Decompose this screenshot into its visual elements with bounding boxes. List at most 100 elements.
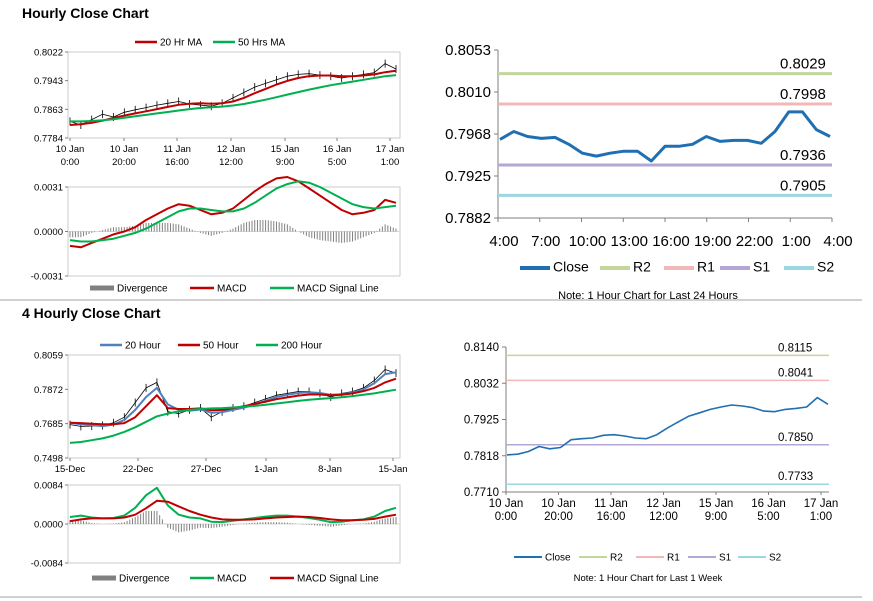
hourly_price-xtick-label: 10 Jan (110, 144, 139, 155)
week_close-xtick-label: 15 Jan (699, 498, 734, 510)
hourly_macd-series-0 (69, 176, 397, 249)
week_close-ytick-label: 0.8140 (464, 342, 499, 354)
week_close-legend-4-label: S2 (769, 553, 782, 564)
hourly_macd-ytick-label: 0.0000 (34, 227, 63, 238)
hourly_close-legend-0-label: Close (553, 259, 589, 275)
four_hourly_price-legend-2-label: 200 Hour (281, 341, 323, 352)
hourly_price-ytick-label: 0.7943 (34, 76, 63, 87)
hourly_price-xtick-label: 11 Jan (163, 144, 191, 155)
hourly_price-xtick-label: 20:00 (112, 157, 136, 168)
hourly_macd-ytick-label: -0.0031 (31, 272, 63, 283)
week_close-note: Note: 1 Hour Chart for Last 1 Week (574, 573, 723, 584)
hourly_close-level-s2-label: 0.7905 (780, 177, 826, 194)
hourly_price-series-1 (69, 69, 397, 126)
four_hourly_price-series-2 (69, 377, 397, 426)
week_close-ytick-label: 0.7925 (464, 415, 499, 427)
four_hourly_price-ytick-label: 0.7498 (34, 454, 63, 465)
four_hourly_price-plot-frame (67, 354, 401, 459)
hourly_close-xtick-label: 1:00 (782, 233, 811, 250)
hourly_close-xtick-label: 4:00 (489, 233, 518, 250)
four_hourly_macd-legend-2-label: MACD Signal Line (297, 574, 379, 585)
week_close-legend-3-label: S1 (719, 553, 732, 564)
hourly_macd-legend-1-label: MACD (217, 284, 246, 295)
hourly_price-panel: 0.8022 0.7943 0.7863 0.7784 20 Hr MA 50 Hrs M… (34, 38, 404, 169)
week_close-level-s1-label: 0.7850 (778, 432, 813, 444)
week_close-ytick-label: 0.7818 (464, 451, 499, 463)
four_hourly_price-xtick-label: 8-Jan (318, 464, 342, 475)
week_close-xtick-label: 10 Jan (489, 498, 524, 510)
four_hourly_price-xtick-label: 15-Dec (55, 464, 86, 475)
week_close-level-r2-label: 0.8115 (778, 342, 812, 354)
hourly_price-legend-1-label: 50 Hrs MA (238, 38, 286, 49)
hourly_macd-series-1 (69, 180, 397, 243)
four_hourly_price-legend-1-label: 50 Hour (203, 341, 239, 352)
week_close-legend-2-label: R1 (667, 553, 680, 564)
hourly_price-xtick-label: 16 Jan (323, 144, 352, 155)
week_close-xtick-label: 16 Jan (751, 498, 786, 510)
week_close-ytick-label: 0.8032 (464, 378, 499, 390)
hourly_price-ytick-label: 0.7863 (34, 105, 63, 116)
hourly_price-ytick-label: 0.8022 (34, 48, 63, 59)
week_close-xtick-label: 5:00 (757, 511, 779, 523)
week_close-xtick-label: 17 Jan (804, 498, 839, 510)
hourly_close-xtick-label: 13:00 (610, 233, 648, 250)
hourly_close-xtick-label: 4:00 (823, 233, 852, 250)
four_hourly_price-series-3 (69, 388, 397, 444)
four_hourly_price-panel: 0.8059 0.7872 0.7685 0.7498 20 Hour 50 Hour 20… (34, 341, 408, 476)
hourly_close-ytick-label: 0.8053 (445, 42, 491, 59)
hourly_price-xtick-label: 0:00 (61, 157, 80, 168)
hourly_close-xtick-label: 16:00 (652, 233, 690, 250)
hourly_price-xtick-label: 15 Jan (271, 144, 300, 155)
hourly_price-xtick-label: 5:00 (328, 157, 347, 168)
four_hourly_price-xtick-label: 1-Jan (254, 464, 278, 475)
four_hourly_macd-series-1 (69, 499, 397, 523)
week_close-xtick-label: 16:00 (597, 511, 626, 523)
hourly_price-xtick-label: 16:00 (165, 157, 189, 168)
hourly_close-ytick-label: 0.7968 (445, 126, 491, 143)
hourly_close-close-line (499, 110, 831, 163)
week_close-xtick-label: 0:00 (495, 511, 517, 523)
hourly_close-xtick-label: 22:00 (736, 233, 774, 250)
four_hourly_price-ytick-label: 0.7685 (34, 419, 63, 430)
four_hourly_price-ytick-label: 0.8059 (34, 351, 63, 362)
four_hourly_price-xtick-label: 15-Jan (378, 464, 407, 475)
hourly_price-xtick-label: 12 Jan (217, 144, 246, 155)
four_hourly_macd-ytick-label: -0.0084 (31, 559, 63, 570)
hourly_close-level-r2-label: 0.8029 (780, 56, 826, 73)
hourly_close-legend-4-label: S2 (817, 259, 834, 275)
hourly_price-xtick-label: 1:00 (381, 157, 400, 168)
week_close-xtick-label: 9:00 (705, 511, 727, 523)
four_hourly_price-xtick-label: 27-Dec (191, 464, 222, 475)
hourly_close-legend-1-label: R2 (633, 259, 651, 275)
hourly_close-legend-2-label: R1 (697, 259, 715, 275)
week_close-close-line (506, 396, 829, 456)
week_close-panel: 0.8140 0.8032 0.7925 0.7818 0.7710 0.8115 0.80… (464, 342, 838, 584)
hourly_price-xtick-label: 12:00 (219, 157, 243, 168)
week_close-xtick-label: 11 Jan (594, 498, 628, 510)
hourly_macd-legend-2-label: MACD Signal Line (297, 284, 379, 295)
four_hourly_macd-panel: 0.0084 0.0000 -0.0084 Divergence MACD MACD Si… (31, 481, 401, 585)
hourly_close-panel: 0.8053 0.8010 0.7968 0.7925 0.7882 0.8029 0.79… (445, 42, 852, 302)
four_hourly_macd-legend-0-label: Divergence (119, 574, 170, 585)
hourly_price-series-2 (70, 74, 397, 123)
hourly_close-ytick-label: 0.7925 (445, 168, 491, 185)
four_hourly_macd-legend-1-label: MACD (217, 574, 246, 585)
hourly_macd-panel: 0.0031 0.0000 -0.0031 Divergence MACD MACD Si… (31, 176, 401, 295)
hourly_price-xtick-label: 10 Jan (56, 144, 85, 155)
hourly_price-plot-frame (67, 51, 401, 139)
week_close-level-r1-label: 0.8041 (778, 367, 813, 379)
hourly_close-xtick-label: 10:00 (569, 233, 607, 250)
hourly_price-ytick-label: 0.7784 (34, 134, 63, 145)
week_close-xtick-label: 12 Jan (646, 498, 681, 510)
hourly_close-xtick-label: 19:00 (694, 233, 732, 250)
week_close-level-s2-label: 0.7733 (778, 471, 813, 483)
four_hourly_price-series-1 (69, 371, 397, 428)
hourly_close-note: Note: 1 Hour Chart for Last 24 Hours (558, 290, 738, 302)
four-hourly-section-title: 4 Hourly Close Chart (22, 305, 161, 321)
week_close-xtick-label: 10 Jan (541, 498, 576, 510)
hourly_macd-ytick-label: 0.0031 (34, 183, 63, 194)
hourly_close-ytick-label: 0.7882 (445, 210, 491, 227)
hourly_price-xtick-label: 9:00 (276, 157, 295, 168)
four_hourly_macd-ytick-label: 0.0084 (34, 481, 63, 492)
